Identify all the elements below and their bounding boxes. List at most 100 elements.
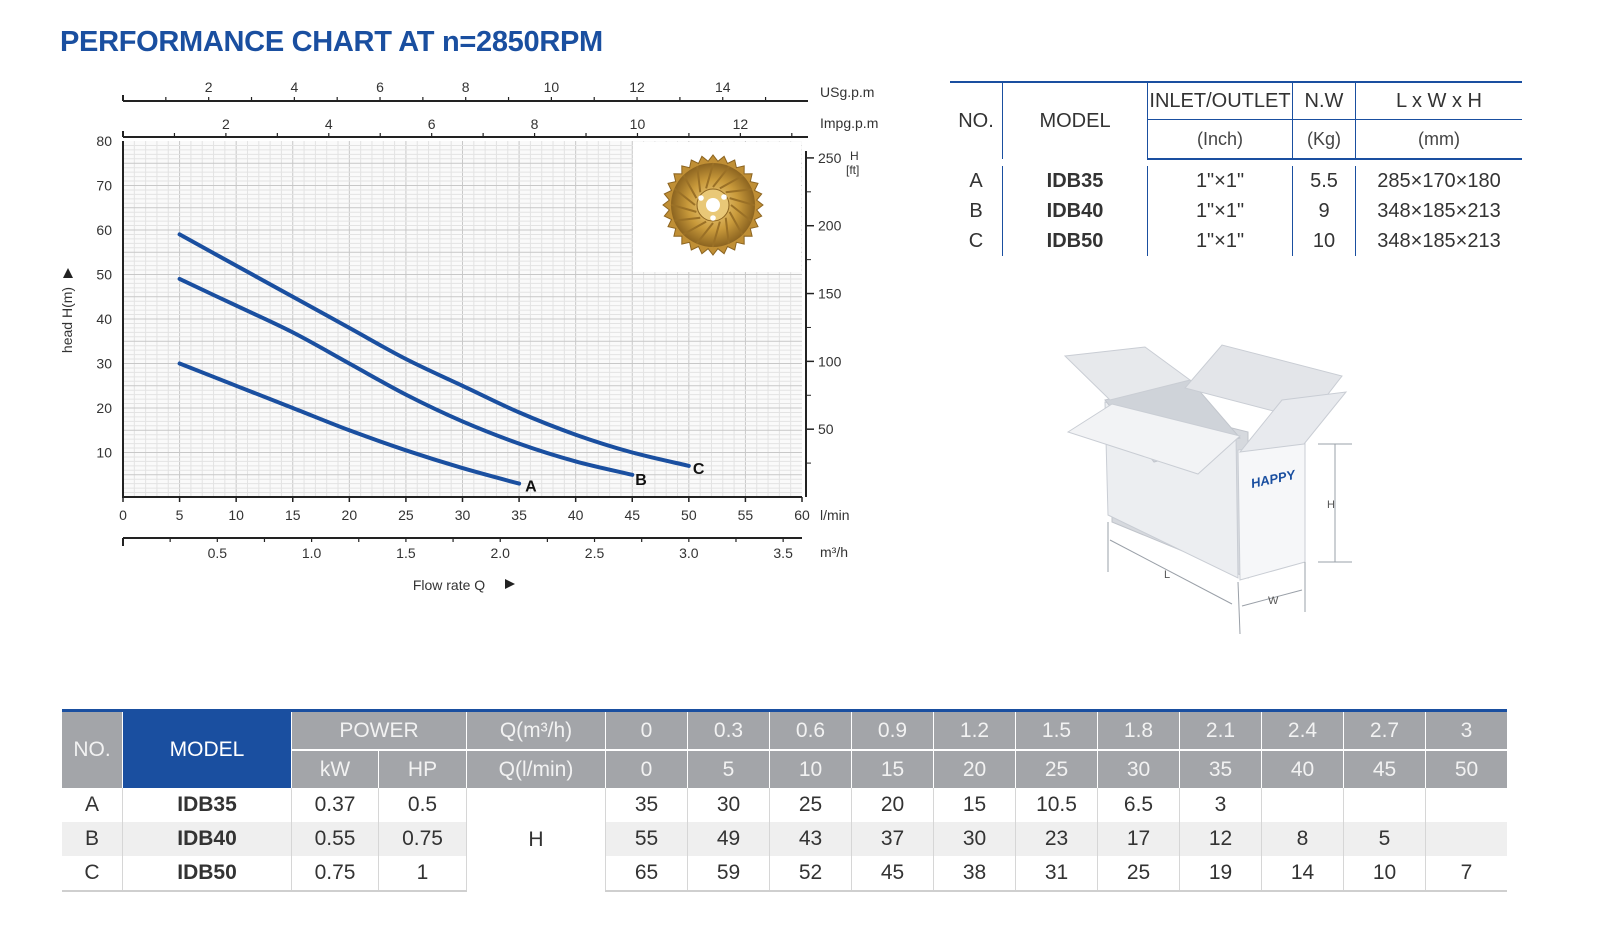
impeller-vane [719, 174, 744, 190]
row-h-value: 10 [1343, 856, 1426, 892]
q-m3h-value: 0.9 [851, 710, 934, 750]
row-h-label: H [466, 788, 606, 891]
impeller-vane [705, 162, 715, 189]
row-h-value: 7 [1425, 856, 1507, 892]
q-m3h-value: 3 [1425, 710, 1507, 750]
row-h-value: 43 [769, 822, 852, 856]
x-tick-label: 50 [681, 507, 697, 523]
performance-data-table: NO. MODEL POWER Q(m³/h) 0 0.3 0.6 0.9 1.2 1.5… [62, 709, 1507, 892]
series-line-c [177, 232, 691, 468]
box-dim-l-label: L [1164, 569, 1170, 581]
q-lmin-value: 30 [1097, 749, 1180, 788]
impeller-vane [728, 211, 744, 236]
x-tick-label: 10 [228, 507, 244, 523]
box-flap-back-left [1063, 346, 1192, 401]
spec-cell-no: A [969, 169, 983, 192]
data-header-model: MODEL [122, 710, 292, 788]
row-h-value: 20 [851, 788, 934, 822]
impeller-vane [673, 187, 696, 206]
table-row: C IDB50 0.75 1 65 59 52 45 38 31 25 19 14 10 7 [62, 856, 1507, 892]
y-tick-label: 70 [96, 178, 112, 194]
row-kw: 0.55 [291, 822, 379, 856]
usgpm-tick-label: 8 [462, 79, 470, 95]
x-tick-label: 5 [176, 507, 184, 523]
q-m3h-value: 0 [605, 710, 688, 750]
row-h-value [1261, 788, 1344, 822]
m3h-tick-label: 3.0 [679, 545, 699, 561]
impeller-vane [682, 174, 698, 199]
row-h-value: 65 [605, 856, 688, 892]
y-axis-label: head H(m) [59, 287, 75, 353]
usgpm-tick-label: 10 [544, 79, 560, 95]
spec-unit-dims: (mm) [1355, 119, 1522, 160]
row-h-value: 15 [933, 788, 1016, 822]
row-hp: 1 [378, 856, 467, 892]
spec-cell-nw: 5.5 [1292, 166, 1356, 196]
y-axis-arrow-icon [63, 268, 73, 278]
impeller-vane [682, 220, 707, 236]
spec-cell-io: 1"×1" [1147, 196, 1293, 226]
box-flap-front-left [1066, 403, 1242, 475]
spec-cell-model: IDB35 [1002, 166, 1148, 196]
x-tick-label: 25 [398, 507, 414, 523]
row-hp: 0.5 [378, 788, 467, 822]
impeller-vane [696, 165, 702, 193]
y-tick-label: 30 [96, 356, 112, 372]
usgpm-tick-label: 6 [376, 79, 384, 95]
impeller-vane [729, 197, 756, 207]
y-tick-label: 50 [96, 267, 112, 283]
row-h-value: 45 [851, 856, 934, 892]
row-h-value: 14 [1261, 856, 1344, 892]
impeller-vane [670, 203, 697, 213]
y-tick-label: 60 [96, 222, 112, 238]
row-h-value: 30 [933, 822, 1016, 856]
impeller-hole [698, 195, 704, 201]
impgpm-tick-label: 4 [325, 116, 333, 132]
row-h-value: 37 [851, 822, 934, 856]
ft-tick-label: 250 [818, 150, 842, 166]
x-tick-label: 30 [455, 507, 471, 523]
y-tick-label: 20 [96, 400, 112, 416]
row-h-value: 6.5 [1097, 788, 1180, 822]
box-dim-l-line [1109, 539, 1233, 605]
m3h-tick-label: 0.5 [208, 545, 228, 561]
q-lmin-value: 40 [1261, 749, 1344, 788]
q-lmin-value: 25 [1015, 749, 1098, 788]
box-front-right [1237, 441, 1306, 581]
spec-cell-dims: 348×185×213 [1355, 196, 1522, 226]
spec-unit-nw: (Kg) [1292, 119, 1356, 160]
m3h-tick-label: 1.0 [302, 545, 322, 561]
spec-table: NO. MODEL INLET/OUTLET N.W L x W x H (In… [950, 81, 1522, 256]
row-h-value: 8 [1261, 822, 1344, 856]
x-tick-label: 60 [794, 507, 810, 523]
row-h-value [1343, 788, 1426, 822]
m3h-unit-label: m³/h [820, 544, 848, 560]
row-no: C [62, 856, 123, 892]
m3h-tick-label: 2.0 [490, 545, 510, 561]
spec-unit-io: (Inch) [1147, 119, 1293, 160]
row-model: IDB35 [122, 788, 292, 822]
m3h-tick-label: 1.5 [396, 545, 416, 561]
data-header-kw: kW [291, 749, 379, 788]
row-h-value: 3 [1179, 788, 1262, 822]
spec-row: A IDB35 1"×1" 5.5 285×170×180 [950, 166, 1522, 196]
series-label-c: C [693, 461, 705, 478]
q-m3h-value: 2.4 [1261, 710, 1344, 750]
impgpm-tick-label: 6 [428, 116, 436, 132]
impeller-hole [710, 215, 716, 221]
q-m3h-value: 1.2 [933, 710, 1016, 750]
spec-header-dims: L x W x H [1355, 82, 1522, 120]
spec-cell-model: IDB40 [1002, 196, 1148, 226]
usgpm-tick-label: 2 [205, 79, 213, 95]
usgpm-tick-label: 14 [715, 79, 731, 95]
impgpm-tick-label: 12 [733, 116, 749, 132]
impeller-vane [725, 188, 753, 194]
x-tick-label: 45 [624, 507, 640, 523]
ft-unit-label: [ft] [846, 163, 859, 177]
box-flap-front-right [1238, 391, 1348, 453]
page-title: PERFORMANCE CHART AT n=2850RPM [60, 26, 603, 58]
ft-tick-label: 150 [818, 286, 842, 302]
impeller-hole [721, 194, 727, 200]
row-h-value: 49 [687, 822, 770, 856]
